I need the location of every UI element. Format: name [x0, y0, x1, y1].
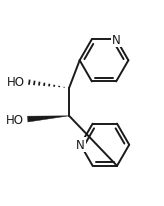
Text: HO: HO: [7, 76, 25, 88]
Text: N: N: [76, 139, 85, 151]
Text: N: N: [112, 34, 121, 46]
Text: HO: HO: [6, 114, 24, 127]
Polygon shape: [27, 116, 69, 122]
